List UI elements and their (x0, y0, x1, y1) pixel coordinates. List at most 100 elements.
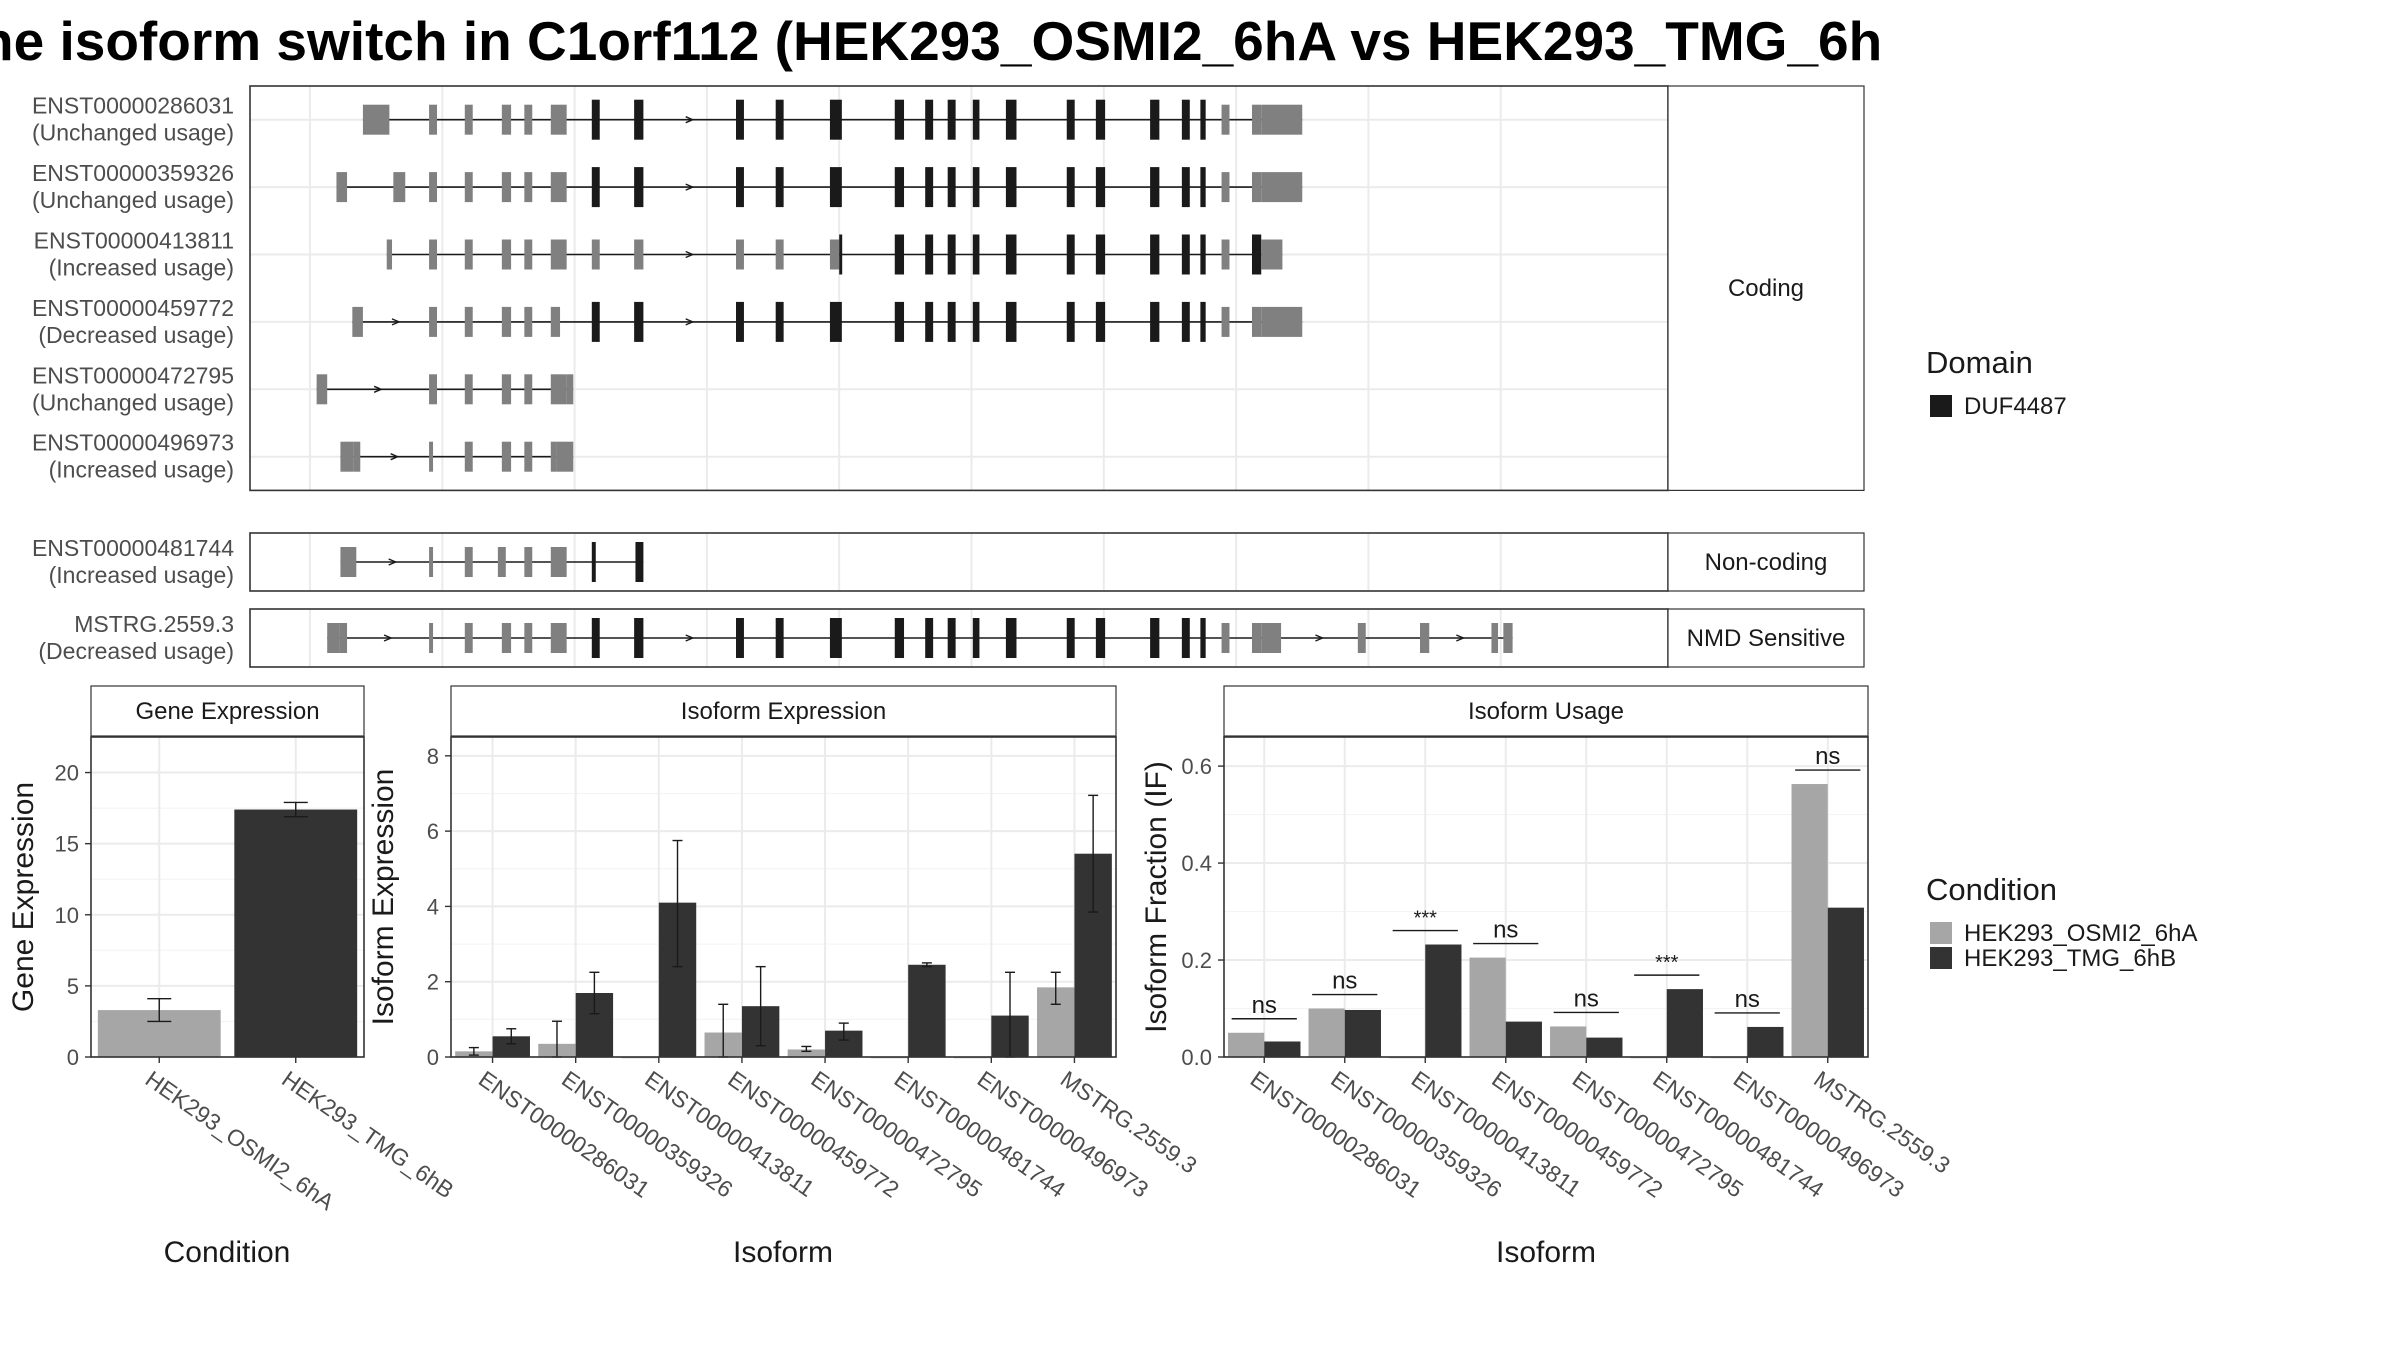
exon (556, 441, 574, 472)
isoform-expression-strip (450, 685, 1117, 737)
intron-arrow (685, 183, 695, 191)
exon (524, 374, 533, 405)
exon (340, 441, 354, 472)
isoform-id-label: ENST00000413811 (34, 228, 234, 254)
isoform-expression-panel: Isoform Expression02468ENST00000286031EN… (367, 685, 1202, 1269)
isoform-usage-label: (Decreased usage) (38, 638, 234, 664)
exon (1221, 239, 1230, 270)
significance-label: *** (1655, 952, 1679, 974)
isoform-usage-label: (Unchanged usage) (32, 389, 234, 415)
exon (429, 374, 438, 405)
exon (550, 239, 567, 270)
y-tick-label: 0.2 (1181, 948, 1212, 973)
x-axis-title: Condition (164, 1236, 291, 1269)
exon (550, 374, 567, 405)
condition-legend-title: Condition (1926, 872, 2057, 907)
exon (550, 172, 567, 203)
intron-arrow (373, 385, 383, 393)
domain-exon (1181, 167, 1190, 208)
y-tick-label: 0.6 (1181, 754, 1212, 779)
domain-exon (1066, 301, 1075, 342)
domain-legend-label: DUF4487 (1964, 393, 2067, 420)
exon (501, 623, 512, 653)
domain-exon (972, 99, 980, 140)
gene-expression-plot-border (90, 736, 365, 1058)
exon (550, 306, 561, 337)
exon (550, 441, 557, 472)
condition-legend-label-a: HEK293_OSMI2_6hA (1964, 920, 2197, 947)
bar (1791, 784, 1828, 1057)
bar (1425, 944, 1462, 1057)
y-tick-label: 0.4 (1181, 851, 1212, 876)
isoform-expression-plot-bg (451, 737, 1116, 1057)
isoform-usage-label: (Decreased usage) (38, 322, 234, 348)
exon (1251, 172, 1262, 203)
domain-exon (829, 99, 842, 140)
domain-exon (634, 301, 644, 342)
bar (1586, 1037, 1623, 1057)
significance-label: *** (1414, 908, 1438, 930)
structure-panel-bg-coding (250, 86, 1668, 491)
y-tick-label: 15 (55, 832, 79, 857)
domain-exon (591, 301, 600, 342)
isoform-structure-panel: ENST00000286031(Unchanged usage)ENST0000… (32, 85, 1865, 668)
domain-exon (972, 301, 980, 342)
domain-exon (829, 167, 842, 208)
domain-exon (591, 618, 600, 658)
domain-exon (894, 301, 905, 342)
facet-strip-label: NMD Sensitive (1687, 625, 1846, 652)
x-tick-label: MSTRG.2559.3 (1056, 1066, 1202, 1179)
bar (908, 964, 946, 1057)
isoform-id-label: ENST00000359326 (32, 160, 234, 186)
isoform-usage-label: (Increased usage) (49, 255, 234, 281)
domain-exon (894, 234, 905, 275)
domain-exon (947, 99, 956, 140)
exon (634, 239, 644, 270)
bar (1344, 1009, 1381, 1057)
exon (550, 623, 567, 653)
domain-exon (894, 99, 905, 140)
bar (492, 1036, 530, 1057)
y-tick-label: 0 (427, 1045, 439, 1070)
facet-strip-label: Coding (1728, 275, 1804, 302)
domain-exon (591, 167, 600, 208)
exon (464, 104, 473, 135)
significance-label: ns (1252, 992, 1277, 1019)
domain-exon (736, 301, 744, 342)
exon (464, 374, 473, 405)
domain-exon (1150, 99, 1160, 140)
intron-arrow (383, 634, 393, 642)
bar (234, 809, 358, 1057)
exon (464, 306, 473, 337)
domain-exon (591, 542, 596, 582)
x-axis-title: Isoform (733, 1236, 833, 1269)
exon (736, 239, 744, 270)
y-tick-label: 5 (67, 974, 79, 999)
domain-exon (775, 618, 784, 658)
isoform-usage-plot-bg (1224, 737, 1868, 1057)
exon (1251, 306, 1262, 337)
exon (1221, 172, 1230, 203)
domain-exon (634, 167, 644, 208)
intron-arrow (391, 318, 401, 326)
domain-exon (1005, 167, 1017, 208)
exon (501, 441, 512, 472)
intron-arrow (685, 634, 695, 642)
domain-exon (972, 167, 980, 208)
exon (501, 239, 512, 270)
domain-exon (1095, 234, 1106, 275)
panel-title: Isoform Usage (1468, 698, 1624, 725)
y-axis-title: Isoform Fraction (IF) (1140, 761, 1173, 1033)
exon (429, 306, 438, 337)
intron-arrow (1315, 634, 1325, 642)
domain-exon (1066, 234, 1075, 275)
domain-exon (634, 99, 644, 140)
facet-strip-non-coding (1667, 532, 1865, 592)
exon (352, 306, 363, 337)
exon (339, 623, 348, 653)
bar-panels: Gene Expression05101520HEK293_OSMI2_6hAH… (7, 685, 1955, 1269)
significance-label: ns (1332, 968, 1357, 995)
exon (775, 239, 784, 270)
domain-legend-swatch (1930, 395, 1952, 417)
panel-title: Gene Expression (135, 698, 319, 725)
